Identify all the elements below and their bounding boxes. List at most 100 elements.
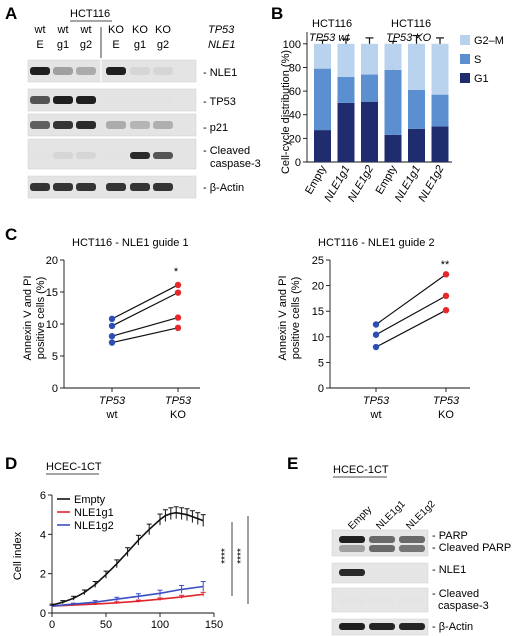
e-lane-nle1g2: NLE1g2 (404, 498, 438, 532)
c2-ylabel-line1: Annexin V and PI (277, 275, 289, 360)
c1-point-wt-3 (108, 339, 116, 346)
blot-band-a-2-0 (30, 121, 50, 129)
d-ytick-label-3: 6 (40, 490, 46, 502)
d-ytick-label-0: 0 (40, 608, 46, 620)
c1-pair-line-3 (111, 327, 179, 344)
blot-band-a-4-0 (30, 183, 50, 191)
b-bar-2-5 (431, 43, 449, 95)
blot-band-e-1-0-0 (339, 569, 365, 576)
group1-line1: HCT116 (312, 18, 352, 30)
blot-label-actin: - β-Actin (203, 182, 244, 194)
d-series-line-0 (51, 511, 204, 606)
b-bar-2-3 (384, 43, 402, 70)
c2-ytick-label-2: 10 (312, 332, 324, 344)
legend-swatch-g2m (460, 35, 470, 45)
blot-band-a-0-0 (30, 67, 50, 75)
group1-line2: TP53 wt (309, 32, 350, 44)
c1-xlabel-wt-1: TP53 (99, 395, 126, 407)
lane-genotype-4: KO (132, 24, 148, 36)
sig-stars-2: **** (236, 548, 247, 564)
d-ytick-label-2: 4 (40, 529, 46, 541)
c2-pair-line-1 (375, 295, 447, 336)
blot-band-a-2-1 (53, 121, 73, 129)
blot-band-a-1-1 (53, 96, 73, 104)
panel-label-d: D (5, 454, 17, 473)
blot-band-e-2-0-0 (339, 598, 365, 605)
legend-label-s: S (474, 54, 481, 66)
c1-ytick-label-4: 20 (46, 255, 58, 267)
row-title-nle1: NLE1 (208, 39, 236, 51)
b-bar-2-1 (337, 43, 355, 77)
lane-genotype-2: wt (80, 24, 92, 36)
c2-point-wt-0 (372, 321, 380, 328)
blot-band-a-1-4 (130, 96, 150, 104)
blot-band-a-3-4 (130, 152, 150, 159)
e-blot-label-parp: - PARP (432, 530, 468, 542)
e-lane-empty: Empty (346, 504, 374, 532)
blot-band-a-4-3 (106, 183, 126, 191)
lane-genotype-0: wt (34, 24, 46, 36)
blot-label-caspase3: caspase-3 (210, 158, 261, 170)
lane-guide-3: E (112, 39, 119, 51)
blot-band-a-1-2 (76, 96, 96, 104)
d-ytick-label-1: 2 (40, 569, 46, 581)
b-ytick-label-0: 0 (295, 157, 301, 169)
c1-title: HCT116 - NLE1 guide 1 (72, 237, 189, 249)
c2-pair-line-2 (375, 309, 447, 348)
blot-label-nle1: - NLE1 (203, 67, 237, 79)
blot-band-a-4-4 (130, 183, 150, 191)
d-xtick-label-2: 100 (151, 619, 169, 631)
c1-significance: * (174, 266, 179, 278)
panel-e: E HCEC-1CT Empty NLE1g1 NLE1g2 - PARP - … (287, 454, 511, 636)
d-series-line-1 (51, 593, 204, 607)
blot-band-e-0-1-2 (399, 545, 425, 552)
panel-c: C HCT116 - NLE1 guide 1 HCT116 - NLE1 gu… (5, 225, 470, 421)
c2-xlabel-ko-2: KO (438, 409, 454, 421)
e-blot-label-nle1: - NLE1 (432, 564, 466, 576)
blot-band-e-1-0-2 (399, 569, 425, 576)
legend-label-nle1g2: NLE1g2 (74, 520, 114, 532)
blot-band-a-0-4 (130, 67, 150, 75)
d-xtick-label-3: 150 (205, 619, 223, 631)
c2-xlabel-wt-2: wt (370, 409, 382, 421)
lane-guide-2: g2 (80, 39, 92, 51)
blot-band-a-0-3 (106, 67, 126, 75)
b-bar-2-0 (314, 43, 331, 69)
c2-ytick-label-4: 20 (312, 281, 324, 293)
blot-band-e-3-0-2 (399, 623, 425, 630)
row-title-tp53: TP53 (208, 24, 235, 36)
c1-point-wt-1 (108, 322, 116, 330)
c2-point-ko-0 (442, 271, 450, 278)
blot-band-e-3-0-1 (369, 623, 395, 630)
blot-label-p21: - p21 (203, 122, 228, 134)
legend-swatch-g1 (460, 73, 470, 83)
panel-label-a: A (5, 4, 17, 23)
b-bar-0-0 (314, 130, 331, 162)
cell-line-title-a: HCT116 (70, 8, 110, 20)
b-bar-1-5 (431, 94, 449, 127)
c1-point-ko-1 (174, 289, 182, 296)
c2-point-ko-2 (442, 306, 450, 314)
blot-band-a-0-1 (53, 67, 73, 75)
b-bar-1-3 (384, 69, 402, 135)
c2-xlabel-wt-1: TP53 (363, 395, 390, 407)
blot-band-a-3-2 (76, 152, 96, 159)
blot-band-a-3-3 (106, 152, 126, 159)
c2-point-wt-1 (372, 331, 380, 338)
lane-guide-1: g1 (57, 39, 69, 51)
blot-band-e-0-0-1 (369, 536, 395, 543)
blot-band-a-2-3 (106, 121, 126, 129)
group2-line1: HCT116 (391, 18, 431, 30)
blot-band-e-0-0-0 (339, 536, 365, 543)
d-xtick-label-0: 0 (49, 619, 55, 631)
panel-label-c: C (5, 225, 17, 244)
c1-point-ko-0 (174, 281, 182, 289)
d-xtick-label-1: 50 (100, 619, 112, 631)
sig-stars-1: **** (220, 548, 231, 564)
blot-band-a-3-0 (30, 152, 50, 159)
panel-d: D HCEC-1CT Cell index 0 2 4 6 0 50 100 150 Empt… (5, 454, 249, 631)
legend-label-g1: G1 (474, 73, 489, 85)
blot-band-a-4-5 (153, 183, 173, 191)
